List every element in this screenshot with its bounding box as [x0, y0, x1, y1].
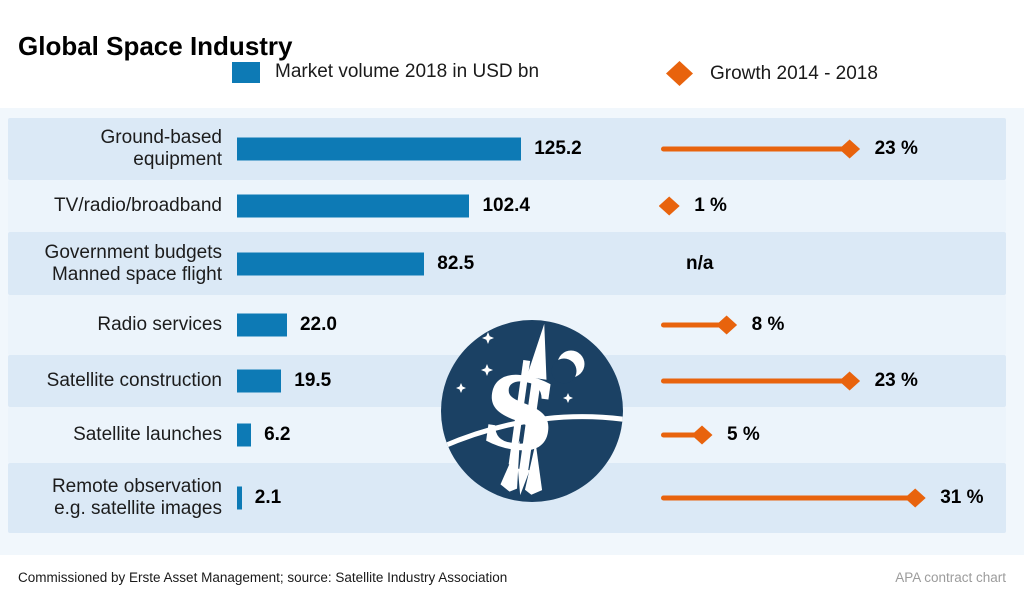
growth-diamond-icon	[716, 315, 738, 335]
growth-line	[661, 146, 850, 152]
row-label-line: Government budgets	[44, 241, 222, 263]
market-volume-bar	[237, 252, 425, 275]
chart-row: TV/radio/broadband 102.4 1 %	[8, 180, 1006, 232]
market-volume-bar	[237, 313, 287, 337]
row-label: Satellite construction	[8, 355, 222, 407]
bar-swatch-icon	[232, 61, 260, 83]
growth-line	[661, 432, 702, 438]
growth-value: 23 %	[874, 138, 918, 159]
row-label-line: equipment	[133, 149, 222, 170]
stars-icon	[456, 332, 573, 403]
market-volume-value: 19.5	[294, 370, 332, 391]
growth-value: 31 %	[940, 487, 984, 508]
legend-growth-label: Growth 2014 - 2018	[710, 62, 878, 84]
growth-diamond-icon	[691, 425, 713, 445]
chart-row: Ground-based equipment 125.2 23 %	[8, 118, 1006, 180]
market-volume-value: 6.2	[264, 424, 291, 445]
market-volume-value: 2.1	[254, 487, 282, 508]
growth-line	[661, 495, 916, 501]
row-label-line: Satellite construction	[46, 370, 222, 391]
market-volume-value: 125.2	[534, 138, 582, 159]
legend-item-growth: Growth 2014 - 2018	[666, 61, 878, 86]
row-label: Radio services	[8, 295, 222, 355]
rocket-icon	[500, 323, 547, 496]
market-volume-bar	[237, 486, 242, 510]
growth-value: 1 %	[694, 195, 727, 216]
growth-diamond-icon	[658, 196, 680, 216]
market-volume-bar	[237, 423, 252, 447]
chart-row: Government budgets Manned space flight 82…	[8, 232, 1006, 295]
legend-item-market-volume: Market volume 2018 in USD bn	[232, 61, 539, 83]
growth-value: 8 %	[751, 314, 785, 335]
market-volume-value: 22.0	[299, 314, 337, 335]
market-volume-value: 82.5	[437, 252, 475, 274]
row-label: Government budgets Manned space flight	[8, 232, 222, 295]
row-label: Satellite launches	[8, 407, 222, 463]
growth-line	[661, 322, 727, 328]
row-label-line: TV/radio/broadband	[54, 195, 222, 216]
row-label: Remote observation e.g. satellite images	[8, 463, 222, 533]
page-title: Global Space Industry	[18, 31, 293, 62]
dollar-sign: $	[471, 335, 570, 481]
row-label-line: Manned space flight	[51, 263, 222, 285]
footer-source: Commissioned by Erste Asset Management; …	[18, 570, 508, 585]
chart-legend: Market volume 2018 in USD bn Growth 2014…	[0, 61, 1024, 91]
growth-value: 5 %	[727, 424, 760, 445]
growth-diamond-icon	[904, 488, 926, 508]
space-dollar-logo: $	[441, 320, 623, 502]
growth-value: n/a	[686, 252, 714, 274]
row-label: Ground-based equipment	[8, 118, 222, 180]
growth-value: 23 %	[874, 370, 918, 391]
row-label-line: Remote observation	[51, 476, 222, 497]
legend-market-label: Market volume 2018 in USD bn	[275, 61, 540, 82]
diamond-swatch-icon	[666, 61, 693, 86]
row-label-line: Satellite launches	[73, 424, 222, 445]
row-label-line: Radio services	[97, 314, 222, 335]
market-volume-value: 102.4	[482, 195, 530, 216]
growth-diamond-icon	[839, 371, 861, 391]
growth-line	[661, 378, 850, 384]
market-volume-bar	[237, 194, 470, 218]
market-volume-bar	[237, 369, 282, 393]
footer-credit: APA contract chart	[895, 570, 1006, 585]
row-label-line: e.g. satellite images	[54, 498, 222, 519]
row-label: TV/radio/broadband	[8, 180, 222, 232]
moon-icon	[551, 350, 585, 384]
row-label-line: Ground-based	[100, 127, 222, 148]
growth-diamond-icon	[839, 139, 861, 159]
market-volume-bar	[237, 137, 522, 161]
